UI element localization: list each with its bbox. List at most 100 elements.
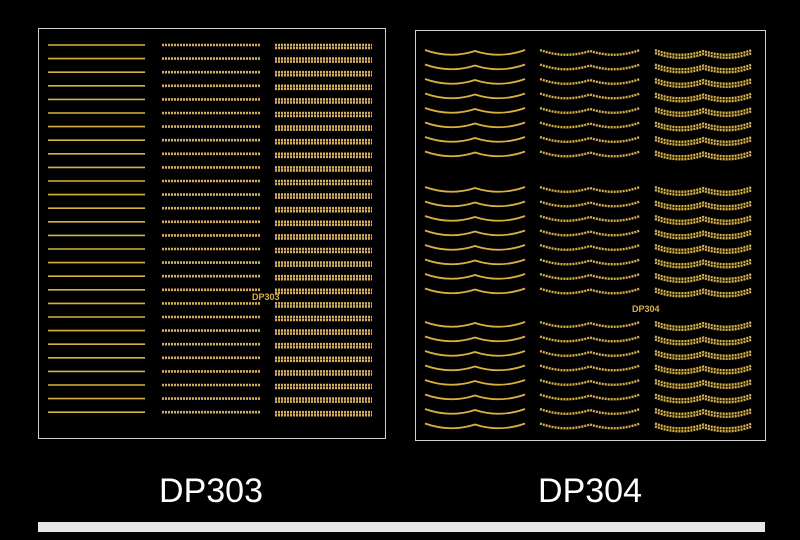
gold-stripe	[654, 407, 753, 415]
gold-stripe	[424, 215, 526, 222]
gold-stripe	[654, 63, 753, 71]
gold-stripe	[654, 185, 753, 193]
gold-stripe	[654, 410, 753, 418]
sticker-sheet	[424, 48, 753, 433]
gold-stripe	[424, 273, 526, 280]
gold-stripe	[654, 51, 753, 59]
gold-stripe	[539, 106, 641, 114]
gold-stripe	[424, 200, 526, 208]
gold-stripe	[424, 92, 526, 100]
gold-stripe	[539, 335, 641, 343]
gold-stripe	[424, 350, 526, 357]
gold-stripe	[654, 188, 753, 196]
gold-stripe	[654, 335, 753, 343]
sheet-code: DP304	[632, 304, 660, 314]
gold-stripe	[654, 320, 753, 328]
gold-stripe	[539, 393, 641, 401]
gold-stripe	[539, 378, 641, 386]
gold-stripe	[654, 48, 753, 56]
gold-stripe	[654, 381, 753, 389]
gold-stripe	[654, 349, 753, 357]
gold-stripe	[539, 214, 641, 222]
gold-stripe	[539, 229, 641, 237]
gold-stripe	[539, 135, 641, 143]
gold-stripe	[424, 136, 526, 143]
gold-stripe	[539, 272, 641, 280]
gold-stripe	[654, 290, 753, 298]
gold-stripe	[424, 364, 526, 372]
gold-stripe	[654, 422, 753, 430]
gold-stripe	[654, 124, 753, 132]
gold-stripe	[654, 364, 753, 372]
gold-stripe	[539, 48, 641, 56]
gold-stripe	[654, 367, 753, 375]
product-label: DP303	[159, 472, 263, 510]
gold-stripe	[654, 95, 753, 103]
gold-stripe	[654, 203, 753, 211]
gold-stripe	[424, 379, 526, 386]
gold-stripe	[539, 63, 641, 71]
gold-stripe	[654, 261, 753, 269]
gold-stripe	[654, 246, 753, 254]
gold-stripe	[424, 408, 526, 415]
product-label: DP304	[538, 472, 642, 510]
gold-stripe	[424, 150, 526, 158]
gold-stripe	[654, 338, 753, 346]
gold-stripe	[654, 135, 753, 143]
gold-stripe	[539, 185, 641, 193]
gold-stripe	[424, 49, 526, 56]
gold-stripe	[654, 92, 753, 100]
gold-stripe	[539, 422, 641, 430]
gold-stripe	[424, 244, 526, 251]
gold-stripe	[654, 393, 753, 401]
gold-stripe	[424, 63, 526, 71]
gold-stripe	[654, 109, 753, 117]
gold-stripe	[654, 352, 753, 360]
gold-stripe	[424, 335, 526, 343]
gold-stripe	[654, 200, 753, 208]
gold-stripe	[539, 287, 641, 295]
sticker-sheet	[48, 43, 372, 417]
gold-stripe	[654, 272, 753, 280]
gold-stripe	[539, 349, 641, 357]
gold-stripe	[424, 78, 526, 85]
gold-stripe	[654, 425, 753, 433]
sheet-border	[415, 30, 766, 441]
gold-stripe	[654, 77, 753, 85]
gold-stripe	[539, 258, 641, 266]
gold-stripe	[424, 107, 526, 114]
gold-stripe	[539, 92, 641, 100]
gold-stripe	[539, 200, 641, 208]
gold-stripe	[424, 186, 526, 193]
gold-stripe	[539, 243, 641, 251]
gold-stripe	[539, 150, 641, 158]
gold-stripe	[654, 214, 753, 222]
gold-stripe	[654, 258, 753, 266]
gold-stripe	[654, 106, 753, 114]
gold-stripe	[654, 323, 753, 331]
gold-stripe	[539, 77, 641, 85]
gold-stripe	[539, 121, 641, 129]
gold-stripe	[539, 320, 641, 328]
gold-stripe	[539, 407, 641, 415]
sheet-code: DP303	[252, 292, 280, 302]
gold-stripe	[424, 287, 526, 295]
gold-stripe	[654, 396, 753, 404]
gold-stripe	[654, 229, 753, 237]
gold-stripe	[654, 287, 753, 295]
gold-stripe	[654, 138, 753, 146]
gold-stripe	[424, 229, 526, 237]
gold-stripe	[654, 153, 753, 161]
gold-stripe	[424, 258, 526, 266]
sheet-border	[38, 28, 386, 439]
gold-stripe	[654, 150, 753, 158]
gold-stripe	[424, 121, 526, 129]
gold-stripe	[539, 364, 641, 372]
gold-stripe	[654, 121, 753, 129]
gold-stripe	[654, 217, 753, 225]
gold-stripe	[424, 321, 526, 328]
gold-stripe	[424, 422, 526, 430]
divider-bar	[38, 522, 765, 532]
